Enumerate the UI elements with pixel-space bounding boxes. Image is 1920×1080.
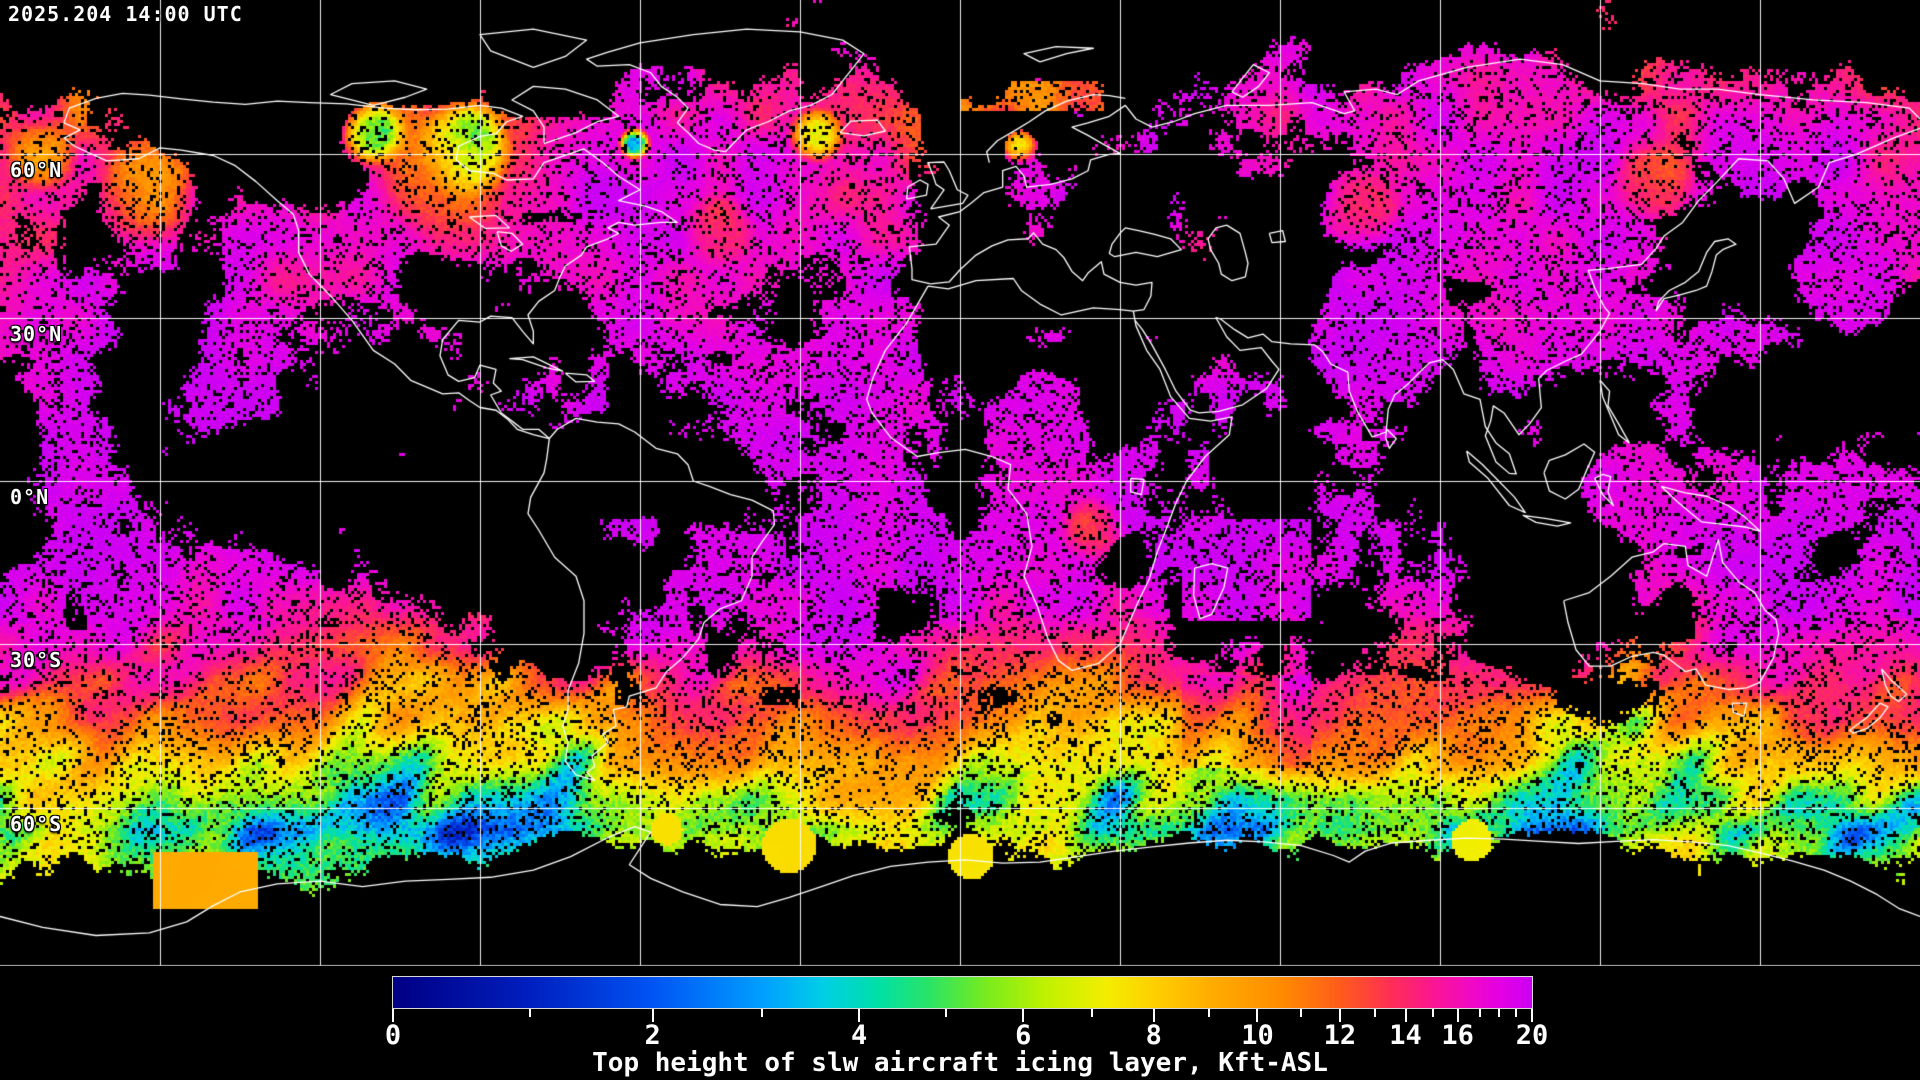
colorbar-gradient-canvas <box>392 976 1533 1009</box>
colorbar-tick-label-8: 8 <box>1145 1020 1162 1051</box>
colorbar-tick-15 <box>1432 1009 1435 1017</box>
colorbar-tick-17 <box>1478 1009 1481 1017</box>
timestamp: 2025.204 14:00 UTC <box>8 2 243 26</box>
colorbar-tick-2 <box>651 1009 654 1022</box>
colorbar-tick-11 <box>1300 1009 1303 1017</box>
colorbar-tick-9 <box>1207 1009 1210 1017</box>
colorbar-tick-label-4: 4 <box>850 1020 868 1051</box>
colorbar-tick-13 <box>1373 1009 1376 1017</box>
colorbar-title: Top height of slw aircraft icing layer, … <box>592 1048 1328 1078</box>
colorbar-tick-8 <box>1152 1009 1155 1022</box>
colorbar-tick-14 <box>1404 1009 1407 1022</box>
colorbar-tick-label-6: 6 <box>1015 1020 1032 1051</box>
lat-label-0n: 0°N <box>10 485 50 509</box>
colorbar-tick-label-16: 16 <box>1441 1020 1474 1051</box>
lat-label-60n: 60°N <box>10 158 63 183</box>
colorbar-tick-0 <box>392 1009 394 1022</box>
colorbar-tick-18 <box>1498 1009 1501 1017</box>
colorbar-tick-10 <box>1256 1009 1259 1022</box>
colorbar-tick-5 <box>944 1009 947 1017</box>
colorbar-tick-label-2: 2 <box>644 1020 661 1051</box>
colorbar-tick-3 <box>760 1009 763 1017</box>
colorbar-tick-7 <box>1091 1009 1094 1017</box>
world-map-canvas <box>0 0 1920 966</box>
colorbar-tick-label-14: 14 <box>1389 1020 1422 1051</box>
colorbar-tick-4 <box>858 1009 861 1022</box>
colorbar-tick-12 <box>1338 1009 1341 1022</box>
lat-label-30n: 30°N <box>10 321 63 346</box>
colorbar-tick-label-20: 20 <box>1515 1020 1549 1051</box>
lat-label-60s: 60°S <box>10 811 63 836</box>
colorbar-tick-label-10: 10 <box>1241 1020 1274 1051</box>
colorbar-tick-label-12: 12 <box>1323 1020 1357 1051</box>
colorbar-tick-20 <box>1531 1009 1533 1022</box>
colorbar-tick-6 <box>1022 1009 1025 1022</box>
colorbar-tick-19 <box>1515 1009 1518 1017</box>
colorbar-tick-label-0: 0 <box>384 1020 402 1051</box>
colorbar-tick-16 <box>1456 1009 1459 1022</box>
lat-label-30s: 30°S <box>10 648 63 673</box>
colorbar-tick-1 <box>529 1009 532 1017</box>
